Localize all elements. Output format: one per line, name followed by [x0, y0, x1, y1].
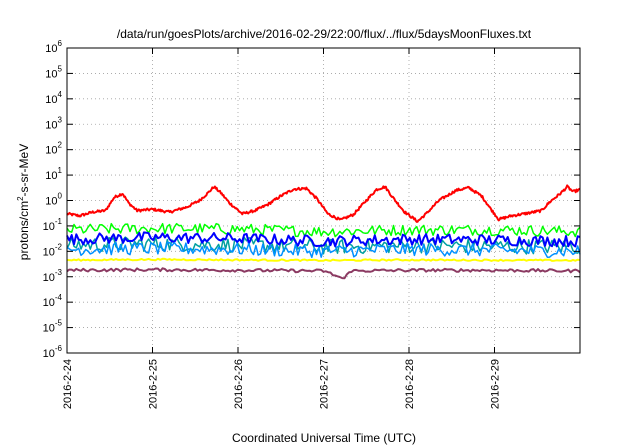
y-tick-label-exponent: 1	[58, 166, 63, 175]
y-tick-label: 106	[45, 39, 62, 55]
y-tick-label: 102	[45, 141, 62, 157]
y-tick-label-base: 10	[43, 272, 55, 284]
series-line-6	[66, 257, 581, 262]
y-axis-title-superscript: 2	[16, 196, 25, 201]
y-tick-label: 100	[45, 192, 62, 208]
y-tick-label: 103	[45, 115, 62, 131]
y-tick-label-base: 10	[45, 145, 57, 157]
y-tick-label-exponent: 2	[58, 141, 63, 150]
y-tick-label: 105	[45, 64, 62, 80]
x-tick-label: 2016-2-26	[233, 359, 245, 409]
y-tick-label-base: 10	[43, 348, 55, 360]
y-tick-label-exponent: -4	[55, 293, 63, 302]
y-tick-label-base: 10	[45, 43, 57, 55]
y-tick-label-exponent: 3	[58, 115, 63, 124]
x-tick-label: 2016-2-27	[319, 359, 331, 409]
y-tick-label-base: 10	[45, 196, 57, 208]
y-tick-label-base: 10	[45, 68, 57, 80]
series-line-1	[66, 184, 581, 223]
y-tick-label-exponent: -6	[55, 344, 63, 353]
y-tick-label-base: 10	[43, 246, 55, 258]
y-tick-label-base: 10	[45, 94, 57, 106]
series-layer	[66, 184, 581, 280]
x-tick-label: 2016-2-24	[62, 359, 74, 409]
y-axis-title-main: protons/cm	[17, 201, 31, 260]
y-tick-label-base: 10	[43, 297, 55, 309]
x-tick-label: 2016-2-25	[148, 359, 160, 409]
y-tick-label-exponent: 4	[58, 90, 63, 99]
y-axis-title-unit: -s-sr-MeV	[17, 144, 31, 197]
y-tick-label-exponent: 6	[58, 39, 63, 48]
series-line-4	[66, 231, 581, 248]
axis-layer: 10-610-510-410-310-210-11001011021031041…	[43, 39, 581, 409]
y-tick-label: 10-5	[43, 319, 63, 335]
y-axis-title: protons/cm2-s-sr-MeV	[16, 144, 31, 260]
y-tick-label-exponent: 0	[58, 192, 63, 201]
series-line-5	[66, 241, 581, 259]
y-tick-label: 10-2	[43, 242, 63, 258]
y-tick-label: 10-6	[43, 344, 63, 360]
y-tick-label-exponent: -2	[55, 242, 63, 251]
y-tick-label-exponent: -5	[55, 319, 63, 328]
x-tick-label: 2016-2-29	[490, 359, 502, 409]
y-tick-label: 104	[45, 90, 62, 106]
y-tick-label-exponent: 5	[58, 64, 63, 73]
y-tick-label: 10-1	[43, 217, 63, 233]
series-line-2	[66, 222, 581, 238]
chart-title: /data/run/goesPlots/archive/2016-02-29/2…	[117, 27, 532, 41]
y-tick-label-exponent: -1	[55, 217, 63, 226]
y-tick-label-exponent: -3	[55, 268, 63, 277]
x-axis-title: Coordinated Universal Time (UTC)	[232, 431, 416, 445]
y-tick-label-base: 10	[43, 221, 55, 233]
y-tick-label: 101	[45, 166, 62, 182]
y-tick-label-base: 10	[43, 323, 55, 335]
plot-frame	[66, 47, 581, 354]
y-tick-label: 10-3	[43, 268, 63, 284]
grid-layer	[67, 48, 580, 353]
series-line-7	[66, 267, 581, 280]
y-tick-label-base: 10	[45, 119, 57, 131]
x-tick-label: 2016-2-28	[404, 359, 416, 409]
y-tick-label-base: 10	[45, 170, 57, 182]
y-tick-label: 10-4	[43, 293, 63, 309]
